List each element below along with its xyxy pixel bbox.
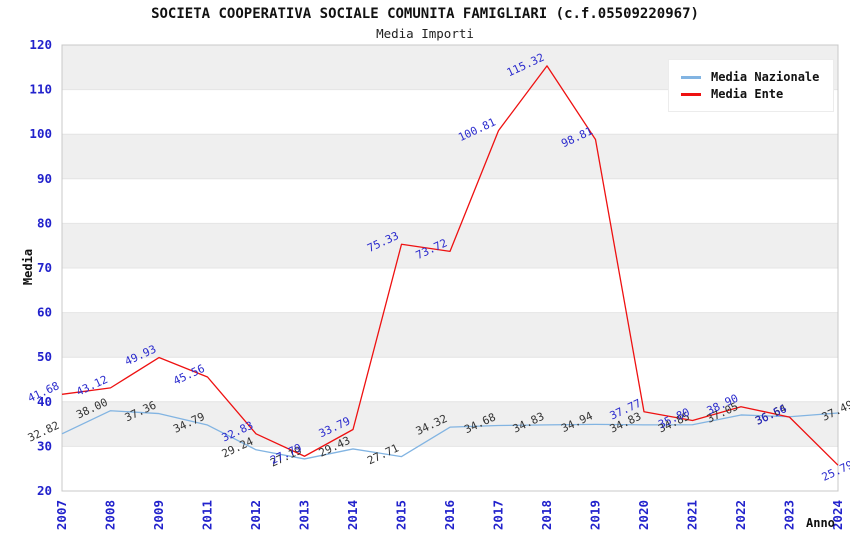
legend-item-media-ente: Media Ente xyxy=(681,87,819,101)
x-tick-label: 2012 xyxy=(248,500,263,530)
x-tick-label: 2013 xyxy=(297,500,312,530)
y-tick-label: 30 xyxy=(37,438,52,453)
y-tick-label: 80 xyxy=(37,215,52,230)
x-tick-label: 2021 xyxy=(685,500,700,530)
x-tick-label: 2023 xyxy=(782,500,797,530)
y-tick-label: 60 xyxy=(37,305,52,320)
x-tick-label: 2008 xyxy=(103,500,118,530)
y-tick-label: 110 xyxy=(29,82,52,97)
chart-title: SOCIETA COOPERATIVA SOCIALE COMUNITA FAM… xyxy=(151,6,699,22)
x-tick-label: 2022 xyxy=(733,500,748,530)
x-tick-label: 2024 xyxy=(830,500,845,530)
series-line-media-nazionale xyxy=(61,410,839,460)
plot-band xyxy=(62,134,838,179)
y-tick-label: 120 xyxy=(29,37,52,52)
plot-band xyxy=(62,401,838,447)
y-tick-label: 50 xyxy=(37,349,52,364)
y-tick-label: 40 xyxy=(37,394,52,409)
legend-label-nazionale: Media Nazionale xyxy=(711,70,820,84)
y-tick-label: 100 xyxy=(29,126,52,141)
x-tick-label: 2017 xyxy=(491,500,506,530)
series-line-media-ente xyxy=(61,65,839,466)
plot-band xyxy=(62,223,838,268)
data-label-media-ente: 43.12 xyxy=(74,373,110,399)
legend: Media Nazionale Media Ente xyxy=(668,59,835,112)
x-tick-label: 2020 xyxy=(636,500,651,530)
y-axis-title: Media xyxy=(21,248,35,286)
x-tick-label: 2015 xyxy=(394,500,409,530)
y-tick-label: 70 xyxy=(37,260,52,275)
chart-subtitle: Media Importi xyxy=(376,26,474,41)
plot-border xyxy=(61,44,839,492)
x-tick-label: 2009 xyxy=(151,500,166,530)
legend-label-ente: Media Ente xyxy=(711,87,784,101)
x-tick-label: 2019 xyxy=(588,500,603,530)
x-tick-label: 2011 xyxy=(200,500,215,530)
legend-swatch-ente xyxy=(681,92,701,96)
x-tick-label: 2016 xyxy=(442,500,457,530)
legend-swatch-nazionale xyxy=(681,75,701,79)
legend-item-media-nazionale: Media Nazionale xyxy=(681,70,819,84)
plot-band xyxy=(62,312,838,358)
x-axis-title: Anno xyxy=(806,516,835,530)
x-tick-label: 2018 xyxy=(539,500,554,530)
data-label-media-ente: 45.56 xyxy=(171,362,207,388)
x-tick-label: 2014 xyxy=(345,500,360,530)
x-tick-label: 2007 xyxy=(54,500,69,530)
y-tick-label: 20 xyxy=(37,483,52,498)
y-tick-label: 90 xyxy=(37,171,52,186)
